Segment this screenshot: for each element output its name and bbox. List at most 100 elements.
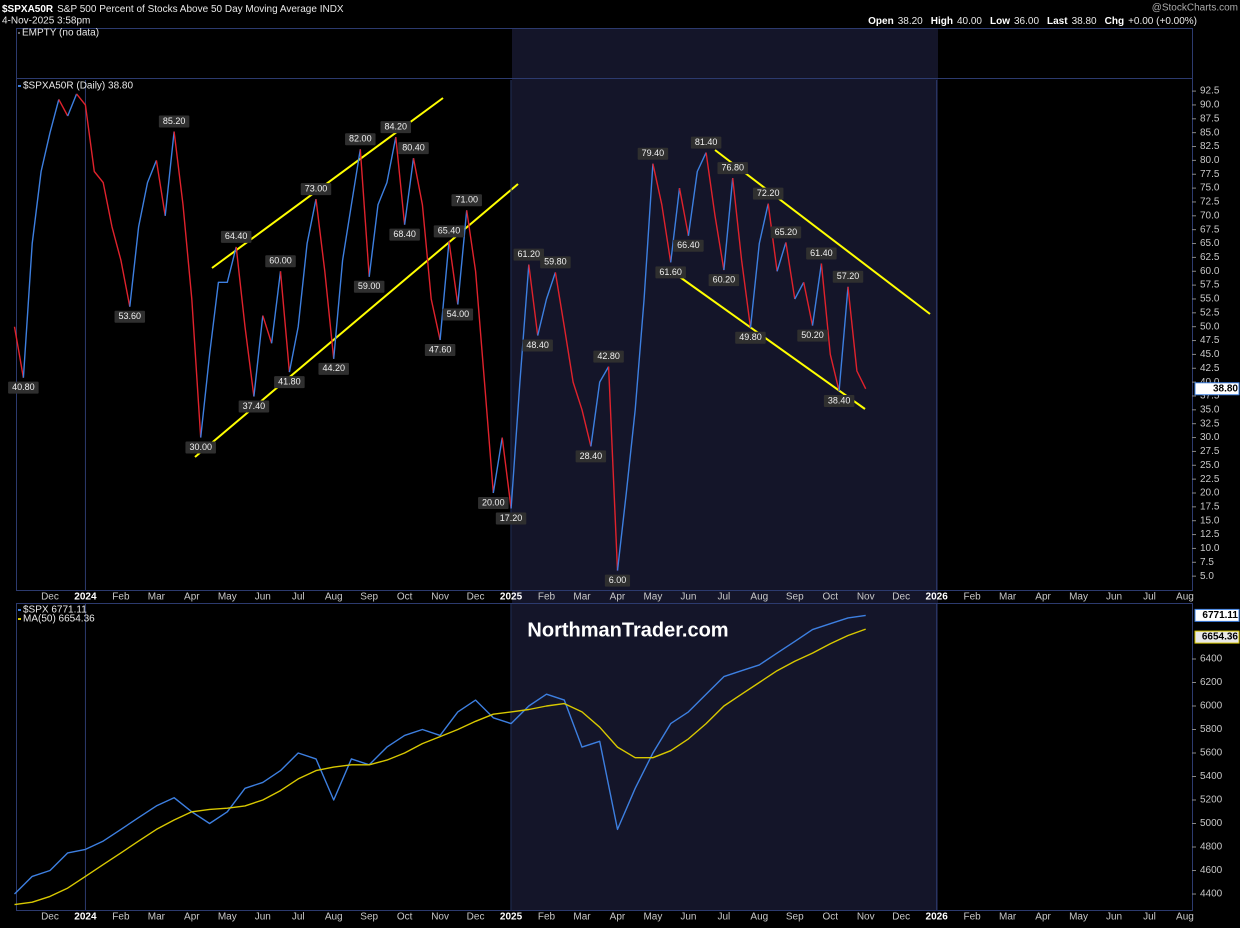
value-label-box <box>717 162 748 175</box>
series-line <box>616 163 654 571</box>
y-tick-label: 65.0 <box>1200 238 1220 249</box>
trendline <box>676 274 866 410</box>
chart-header: $SPXA50R S&P 500 Percent of Stocks Above … <box>2 4 344 15</box>
series-line <box>554 272 592 447</box>
series-line <box>528 264 539 336</box>
y-tick-label: 32.5 <box>1200 418 1220 429</box>
value-label: 65.20 <box>775 227 798 237</box>
series-line <box>670 188 681 263</box>
value-label: 72.20 <box>757 188 780 198</box>
x-tick-label: Dec <box>41 912 59 923</box>
y-tick-label: 75.0 <box>1200 183 1220 194</box>
x-tick-label: Apr <box>184 912 200 923</box>
value-label: 82.00 <box>349 134 372 144</box>
last-value-box <box>1194 382 1240 396</box>
x-tick-label: Nov <box>857 912 875 923</box>
x-tick-label: Jul <box>717 592 730 603</box>
y-tick-label: 27.5 <box>1200 446 1220 457</box>
value-label: 59.80 <box>544 257 567 267</box>
y-tick-label: 70.0 <box>1200 210 1220 221</box>
y-tick-label: 77.5 <box>1200 169 1220 180</box>
legend-label: $SPXA50R (Daily) 38.80 <box>23 81 133 92</box>
value-label-box <box>832 270 864 283</box>
x-tick-label: Mar <box>999 592 1017 603</box>
value-label: 81.40 <box>695 137 718 147</box>
x-tick-label: Oct <box>397 912 413 923</box>
value-label: 66.40 <box>677 240 700 250</box>
legend-label: MA(50) 6654.36 <box>23 614 95 625</box>
last-value: 38.80 <box>1213 383 1238 394</box>
quote-label: Last <box>1047 16 1068 27</box>
value-label: 59.00 <box>358 281 381 291</box>
y-tick-label: 10.0 <box>1200 543 1220 554</box>
series-line <box>173 131 202 438</box>
y-tick-label: 6400 <box>1200 654 1223 665</box>
series-line <box>803 282 814 326</box>
x-tick-label: Dec <box>467 592 485 603</box>
quote-value: 40.00 <box>957 16 982 27</box>
x-tick-label: Mar <box>148 912 166 923</box>
x-tick-label: Nov <box>431 592 449 603</box>
last-value-box <box>1194 630 1240 644</box>
x-tick-label: 2024 <box>74 912 97 923</box>
series-line <box>67 93 78 117</box>
x-tick-label: May <box>1069 912 1088 923</box>
last-value: 6771.11 <box>1202 610 1238 621</box>
trendline <box>714 149 931 315</box>
value-label: 71.00 <box>455 195 478 205</box>
value-label: 57.20 <box>837 271 860 281</box>
value-label: 53.60 <box>119 311 142 321</box>
x-tick-label: Jun <box>680 592 696 603</box>
y-tick-label: 42.5 <box>1200 363 1220 374</box>
series-line <box>785 242 796 300</box>
y-tick-label: 80.0 <box>1200 155 1220 166</box>
value-label: 85.20 <box>163 116 186 126</box>
lower-panel-frame <box>16 603 1193 911</box>
series-line <box>652 163 672 263</box>
value-label-box <box>300 183 332 196</box>
x-tick-label: Feb <box>964 912 982 923</box>
y-tick-label: 4400 <box>1200 889 1223 900</box>
quote: Open 38.20 High 40.00 Low 36.00 Last 38.80 Chg +0… <box>868 16 1197 27</box>
value-label: 42.80 <box>597 351 620 361</box>
x-tick-label: May <box>218 912 237 923</box>
series-line <box>359 149 370 277</box>
x-tick-label: May <box>218 592 237 603</box>
x-tick-label: Sep <box>360 592 378 603</box>
series-line <box>14 628 866 906</box>
value-label-box <box>540 256 571 269</box>
x-tick-label: Jun <box>1106 912 1122 923</box>
value-label: 54.00 <box>447 309 470 319</box>
y-tick-label: 6200 <box>1200 677 1223 688</box>
y-tick-label: 7.5 <box>1200 557 1214 568</box>
value-label-box <box>158 115 190 128</box>
series-line <box>403 158 415 225</box>
value-label: 60.00 <box>269 256 292 266</box>
y-tick-label: 22.5 <box>1200 474 1220 485</box>
series-line <box>732 178 752 328</box>
y-tick-label: 4600 <box>1200 865 1223 876</box>
x-tick-label: Oct <box>822 912 838 923</box>
series-line <box>687 152 707 236</box>
value-label-box <box>114 310 146 323</box>
series-line <box>155 160 166 216</box>
y-tick-label: 5400 <box>1200 771 1223 782</box>
series-line <box>164 131 175 216</box>
x-tick-label: 2026 <box>926 592 949 603</box>
value-label-box <box>398 142 429 155</box>
last-value-box <box>1194 608 1240 622</box>
value-label-box <box>637 147 669 160</box>
y-tick-label: 15.0 <box>1200 515 1220 526</box>
y-tick-label: 30.0 <box>1200 432 1220 443</box>
x-tick-label: Jul <box>292 912 305 923</box>
series-line <box>705 152 725 271</box>
value-label-box <box>673 239 704 252</box>
x-tick-label: Oct <box>397 592 413 603</box>
x-tick-label: Feb <box>538 592 556 603</box>
series-line <box>776 242 787 272</box>
watermark: NorthmanTrader.com <box>527 619 728 641</box>
y-tick-label: 5.0 <box>1200 571 1214 582</box>
y-tick-label: 4800 <box>1200 842 1223 853</box>
series-line <box>235 246 255 397</box>
y-tick-label: 37.5 <box>1200 391 1220 402</box>
